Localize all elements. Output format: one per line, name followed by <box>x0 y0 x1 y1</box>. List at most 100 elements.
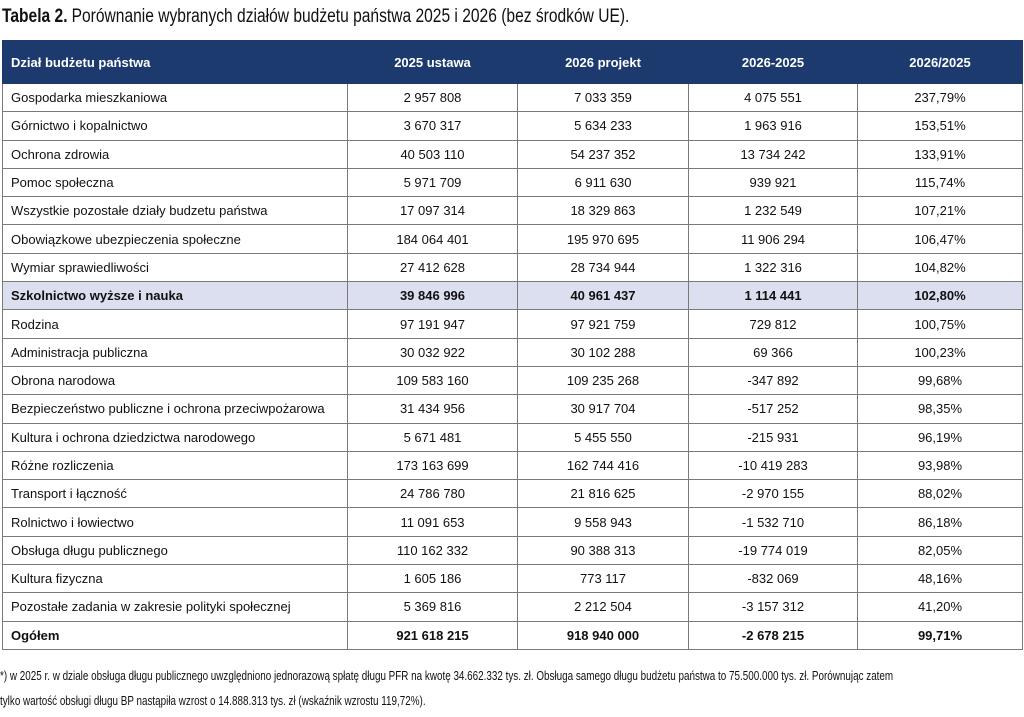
value-cell: 27 412 628 <box>347 252 518 283</box>
value-cell: 5 369 816 <box>347 592 518 622</box>
value-cell: 184 064 401 <box>347 224 518 254</box>
category-cell: Bezpieczeństwo publiczne i ochrona przec… <box>2 394 348 424</box>
value-cell: 153,51% <box>857 111 1023 141</box>
value-cell: 2 212 504 <box>517 592 689 622</box>
value-cell: 86,18% <box>857 507 1023 537</box>
value-cell: 939 921 <box>688 167 858 198</box>
category-cell: Obsługa długu publicznego <box>2 535 348 566</box>
value-cell: 7 033 359 <box>517 82 689 113</box>
header-cell: 2026/2025 <box>857 40 1023 84</box>
footnote: *) w 2025 r. w dziale obsługa długu publ… <box>0 664 1024 714</box>
table-row: Administracja publiczna 30 032 922 30 102 … <box>2 337 1023 367</box>
value-cell: -832 069 <box>688 564 858 594</box>
category-cell: Pozostałe zadania w zakresie polityki sp… <box>2 592 348 622</box>
table-row: Obowiązkowe ubezpieczenia społeczne 184 0… <box>2 224 1023 254</box>
total-value-cell: 918 940 000 <box>517 620 689 650</box>
value-cell: 773 117 <box>517 564 689 594</box>
category-cell: Kultura fizyczna <box>2 564 348 594</box>
value-cell: 93,98% <box>857 450 1023 481</box>
header-cell: Dział budżetu państwa <box>2 40 348 84</box>
value-cell: 100,75% <box>857 309 1023 339</box>
category-cell: Pomoc społeczna <box>2 167 348 198</box>
total-label-cell: Ogółem <box>2 620 348 650</box>
table-row: Górnictwo i kopalnictwo 3 670 317 5 634 23… <box>2 111 1023 141</box>
footnote-line: tylko wartość obsługi długu BP nastąpiła… <box>0 694 426 708</box>
value-cell: 1 963 916 <box>688 111 858 141</box>
value-cell: 54 237 352 <box>517 139 689 169</box>
value-cell: 96,19% <box>857 422 1023 452</box>
value-cell: 162 744 416 <box>517 450 689 481</box>
category-cell: Rolnictwo i łowiectwo <box>2 507 348 537</box>
value-cell: -2 970 155 <box>688 479 858 509</box>
table-row: Rodzina 97 191 947 97 921 759 729 812 100,75… <box>2 309 1023 339</box>
total-value-cell: -2 678 215 <box>688 620 858 650</box>
table-row: Rolnictwo i łowiectwo 11 091 653 9 558 943… <box>2 507 1023 537</box>
value-cell: 31 434 956 <box>347 394 518 424</box>
category-cell: Rodzina <box>2 309 348 339</box>
category-cell: Obrona narodowa <box>2 365 348 396</box>
total-value-cell: 921 618 215 <box>347 620 518 650</box>
value-cell: 28 734 944 <box>517 252 689 283</box>
table-row: Kultura i ochrona dziedzictwa narodowego… <box>2 422 1023 452</box>
value-cell: 21 816 625 <box>517 479 689 509</box>
value-cell: 237,79% <box>857 82 1023 113</box>
value-cell: 30 917 704 <box>517 394 689 424</box>
footnote-line: *) w 2025 r. w dziale obsługa długu publ… <box>0 669 894 683</box>
value-cell: 41,20% <box>857 592 1023 622</box>
value-cell: 69 366 <box>688 337 858 367</box>
value-cell: -517 252 <box>688 394 858 424</box>
table-row: Obrona narodowa 109 583 160 109 235 268 -34… <box>2 365 1023 396</box>
table-header: Dział budżetu państwa 2025 ustawa 2026 pro… <box>2 40 1023 84</box>
value-cell: -215 931 <box>688 422 858 452</box>
value-cell: 24 786 780 <box>347 479 518 509</box>
table-row: Szkolnictwo wyższe i nauka 39 846 996 40 9… <box>2 281 1023 311</box>
category-cell: Transport i łączność <box>2 479 348 509</box>
value-cell: 13 734 242 <box>688 139 858 169</box>
value-cell: 97 191 947 <box>347 309 518 339</box>
value-cell: 88,02% <box>857 479 1023 509</box>
value-cell: -1 532 710 <box>688 507 858 537</box>
value-cell: 729 812 <box>688 309 858 339</box>
value-cell: 48,16% <box>857 564 1023 594</box>
value-cell: 195 970 695 <box>517 224 689 254</box>
value-cell: 107,21% <box>857 196 1023 226</box>
table-row: Pozostałe zadania w zakresie polityki sp… <box>2 592 1023 622</box>
value-cell: 4 075 551 <box>688 82 858 113</box>
title-text: Porównanie wybranych działów budżetu pań… <box>71 6 630 27</box>
value-cell: 40 961 437 <box>517 281 689 311</box>
table-body: Gospodarka mieszkaniowa 2 957 808 7 033 35… <box>2 82 1023 622</box>
table-row: Bezpieczeństwo publiczne i ochrona przec… <box>2 394 1023 424</box>
value-cell: 109 235 268 <box>517 365 689 396</box>
table-footer: Ogółem 921 618 215 918 940 000 -2 678 215 99… <box>2 620 1023 650</box>
category-cell: Wymiar sprawiedliwości <box>2 252 348 283</box>
header-row: Dział budżetu państwa 2025 ustawa 2026 pro… <box>2 40 1023 84</box>
value-cell: 133,91% <box>857 139 1023 169</box>
header-cell: 2026 projekt <box>517 40 689 84</box>
value-cell: 5 455 550 <box>517 422 689 452</box>
value-cell: -347 892 <box>688 365 858 396</box>
value-cell: 99,68% <box>857 365 1023 396</box>
total-value-cell: 99,71% <box>857 620 1023 650</box>
value-cell: 9 558 943 <box>517 507 689 537</box>
value-cell: 1 322 316 <box>688 252 858 283</box>
category-cell: Różne rozliczenia <box>2 450 348 481</box>
value-cell: 90 388 313 <box>517 535 689 566</box>
value-cell: 30 102 288 <box>517 337 689 367</box>
table-row: Wszystkie pozostałe działy budzetu państ… <box>2 196 1023 226</box>
total-row: Ogółem 921 618 215 918 940 000 -2 678 215 99… <box>2 620 1023 650</box>
value-cell: 115,74% <box>857 167 1023 198</box>
category-cell: Administracja publiczna <box>2 337 348 367</box>
table-row: Transport i łączność 24 786 780 21 816 625… <box>2 479 1023 509</box>
value-cell: 173 163 699 <box>347 450 518 481</box>
value-cell: 98,35% <box>857 394 1023 424</box>
category-cell: Ochrona zdrowia <box>2 139 348 169</box>
value-cell: 5 671 481 <box>347 422 518 452</box>
value-cell: 97 921 759 <box>517 309 689 339</box>
value-cell: 39 846 996 <box>347 281 518 311</box>
value-cell: -19 774 019 <box>688 535 858 566</box>
value-cell: 30 032 922 <box>347 337 518 367</box>
value-cell: 5 634 233 <box>517 111 689 141</box>
value-cell: 110 162 332 <box>347 535 518 566</box>
title-label: Tabela 2. <box>2 6 68 27</box>
